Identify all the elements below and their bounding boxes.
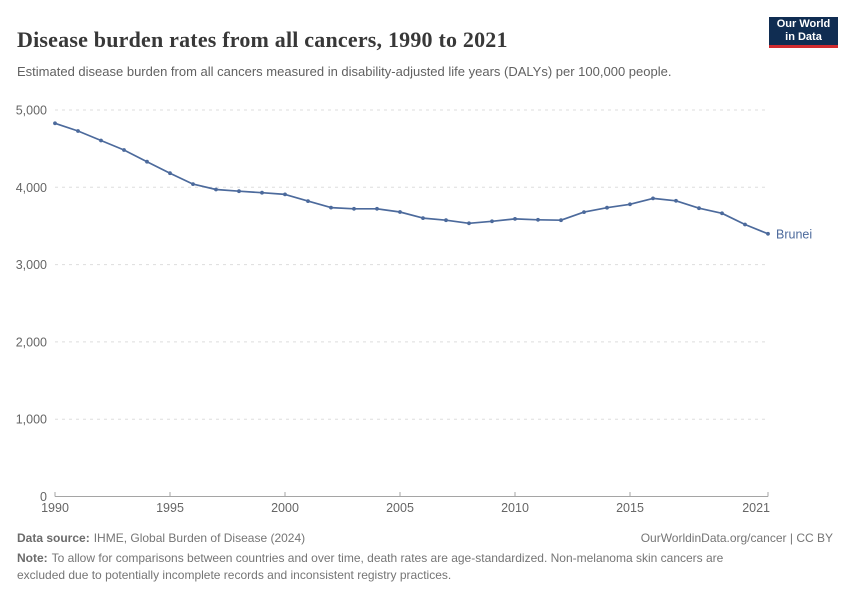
data-point	[122, 148, 126, 152]
data-source-label: Data source:	[17, 531, 90, 545]
y-tick-label: 5,000	[16, 104, 47, 118]
data-point	[559, 218, 563, 223]
data-point	[283, 192, 287, 197]
data-point	[191, 182, 195, 186]
chart-subtitle: Estimated disease burden from all cancer…	[17, 64, 672, 79]
data-point	[651, 196, 655, 201]
y-tick-label: 0	[40, 490, 47, 504]
owid-logo: Our World in Data	[769, 17, 838, 48]
entity-label: Brunei	[776, 227, 812, 241]
data-line	[54, 122, 769, 235]
license-link: OurWorldinData.org/cancer | CC BY	[640, 531, 833, 545]
data-point	[214, 187, 218, 192]
page-title: Disease burden rates from all cancers, 1…	[17, 26, 508, 52]
data-source-value: IHME, Global Burden of Disease (2024)	[93, 531, 306, 545]
x-tick-label: 2000	[271, 501, 299, 515]
y-tick-label: 3,000	[16, 258, 47, 272]
x-tick-label: 1990	[41, 501, 69, 515]
data-point	[145, 159, 149, 164]
data-point	[467, 221, 471, 226]
y-tick-label: 1,000	[16, 413, 47, 427]
data-point	[766, 231, 770, 236]
y-tick-label: 4,000	[16, 181, 47, 195]
note-label: Note:	[17, 551, 48, 565]
y-tick-label: 2,000	[16, 335, 47, 349]
data-point	[168, 171, 172, 176]
data-point	[398, 210, 402, 214]
data-point	[674, 198, 678, 203]
data-point	[421, 216, 425, 220]
data-point	[237, 189, 241, 194]
x-tick-label: 2010	[501, 501, 529, 515]
x-tick-label: 2021	[742, 501, 770, 515]
line-chart: 0 1,000 2,000 3,000 4,000 5,000 1990 1995 2000 20…	[16, 104, 812, 516]
data-point	[582, 210, 586, 214]
data-point	[605, 205, 609, 210]
data-point	[536, 217, 540, 222]
data-point	[99, 138, 103, 143]
x-tick-label: 1995	[156, 501, 184, 515]
data-point	[260, 190, 264, 195]
data-point	[697, 206, 701, 211]
data-point	[444, 218, 448, 223]
owid-logo-line2: in Data	[785, 31, 822, 43]
note-text: To allow for comparisons between countri…	[17, 551, 724, 583]
data-point	[352, 206, 356, 211]
data-point	[490, 219, 494, 224]
data-point	[76, 129, 80, 133]
data-point	[329, 205, 333, 210]
data-point	[306, 199, 310, 203]
data-point	[53, 121, 57, 126]
footer-source-row: Data source: IHME, Global Burden of Disea…	[17, 531, 833, 545]
data-point	[720, 211, 724, 216]
footer-note: Note: To allow for comparisons between co…	[17, 550, 774, 584]
owid-logo-line1: Our World	[776, 17, 831, 30]
x-tick-label: 2015	[616, 501, 644, 515]
data-point	[628, 202, 632, 207]
data-point	[513, 217, 517, 221]
data-point	[375, 206, 379, 211]
data-source: Data source: IHME, Global Burden of Disea…	[17, 531, 305, 545]
x-tick-label: 2005	[386, 501, 414, 515]
data-point	[743, 222, 747, 227]
